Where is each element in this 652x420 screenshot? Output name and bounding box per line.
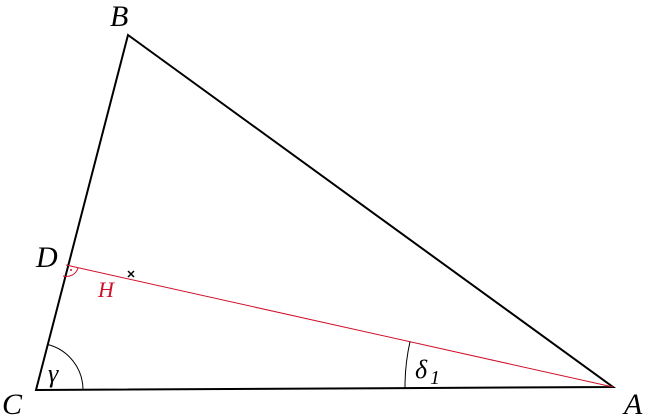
- label-d: D: [35, 241, 58, 274]
- label-b: B: [110, 0, 128, 33]
- right-angle-mark: [62, 267, 79, 277]
- right-angle-dot: [70, 269, 72, 271]
- point-h-marker: [127, 270, 135, 278]
- altitude-line: [65, 264, 614, 388]
- label-h: H: [97, 277, 115, 302]
- label-delta-subscript: 1: [430, 367, 440, 389]
- triangle: [34, 33, 617, 392]
- label-gamma: γ: [48, 359, 59, 388]
- angle-arc-gamma: [47, 344, 84, 391]
- angle-arc-delta: [404, 341, 411, 389]
- label-delta: δ: [415, 355, 428, 384]
- label-c: C: [2, 388, 23, 420]
- label-a: A: [622, 388, 643, 420]
